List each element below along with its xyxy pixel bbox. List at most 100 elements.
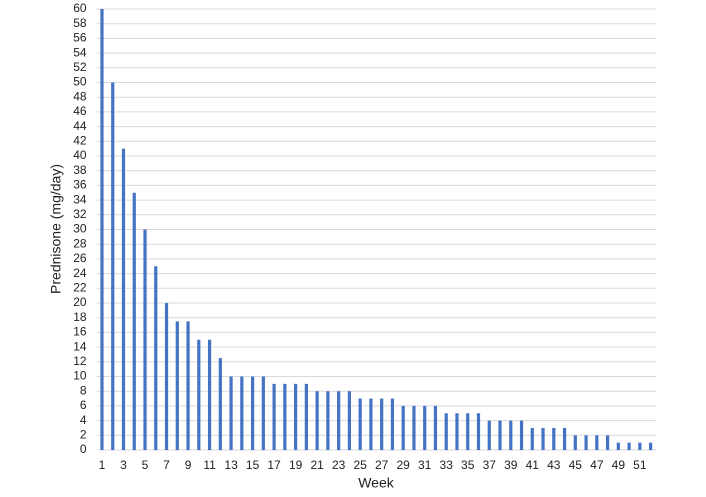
y-tick-label: 0 (80, 442, 87, 456)
y-tick-label: 54 (73, 45, 87, 59)
bar (315, 391, 319, 450)
bar (272, 383, 276, 450)
x-tick-label: 5 (142, 458, 149, 472)
bar (240, 376, 244, 450)
x-tick-label: 7 (163, 458, 170, 472)
bar (509, 420, 513, 450)
y-axis-title: Prednisone (mg/day) (48, 164, 64, 294)
y-tick-label: 2 (80, 427, 87, 441)
x-tick-label: 29 (397, 458, 411, 472)
bar (519, 420, 524, 450)
y-tick-label: 10 (73, 369, 87, 383)
bar (498, 420, 502, 450)
bar (218, 358, 222, 450)
y-tick-label: 46 (73, 104, 87, 118)
x-tick-label: 9 (185, 458, 192, 472)
bar (261, 376, 265, 450)
bar (476, 413, 481, 450)
bar (444, 413, 448, 450)
bar (401, 405, 405, 450)
x-tick-label: 21 (310, 458, 324, 472)
bar (455, 413, 459, 450)
bar (100, 9, 104, 450)
bar (132, 192, 136, 450)
x-tick-label: 43 (547, 458, 561, 472)
bar (541, 427, 545, 450)
bar (423, 405, 427, 450)
x-tick-label: 11 (203, 458, 216, 472)
bar (627, 442, 631, 450)
bar (380, 398, 384, 450)
bar (347, 391, 352, 450)
x-tick-label: 31 (418, 458, 432, 472)
bar (283, 383, 287, 450)
bar (369, 398, 373, 450)
y-tick-label: 58 (73, 16, 87, 30)
bar (337, 391, 341, 450)
x-tick-label: 25 (353, 458, 367, 472)
bar (111, 82, 115, 450)
bar (390, 398, 395, 450)
bar (605, 435, 610, 450)
x-tick-label: 41 (526, 458, 540, 472)
bar (121, 148, 126, 450)
bar (304, 383, 308, 450)
bar (143, 229, 147, 450)
y-tick-label: 42 (73, 133, 87, 147)
y-tick-label: 4 (80, 413, 87, 427)
bar (649, 442, 653, 450)
y-tick-label: 48 (73, 89, 87, 103)
y-tick-label: 52 (73, 60, 87, 74)
y-tick-label: 50 (73, 75, 87, 89)
y-tick-label: 22 (73, 280, 87, 294)
y-tick-label: 34 (73, 192, 87, 206)
bar (250, 376, 255, 450)
y-tick-label: 26 (73, 251, 87, 265)
bar (229, 376, 233, 450)
bar (433, 405, 438, 450)
y-tick-label: 60 (73, 1, 87, 15)
bar (530, 427, 534, 450)
y-tick-label: 56 (73, 31, 87, 45)
y-tick-label: 40 (73, 148, 87, 162)
x-tick-label: 1 (99, 458, 106, 472)
bar (175, 321, 179, 450)
x-tick-label: 39 (504, 458, 518, 472)
y-tick-label: 36 (73, 178, 87, 192)
bar (326, 391, 330, 450)
y-tick-label: 38 (73, 163, 87, 177)
x-tick-label: 45 (569, 458, 583, 472)
y-tick-label: 6 (80, 398, 87, 412)
y-tick-label: 12 (73, 354, 87, 368)
bar (186, 321, 190, 450)
bar (584, 435, 588, 450)
x-tick-label: 47 (590, 458, 604, 472)
bar (573, 435, 577, 450)
x-tick-label: 23 (332, 458, 346, 472)
x-tick-label: 37 (483, 458, 497, 472)
bar (487, 420, 491, 450)
y-tick-label: 24 (73, 266, 87, 280)
bar (466, 413, 470, 450)
bar (197, 339, 201, 450)
x-axis-title: Week (358, 475, 395, 491)
bar (412, 405, 416, 450)
bar (294, 383, 298, 450)
y-tick-label: 8 (80, 383, 87, 397)
y-tick-label: 20 (73, 295, 87, 309)
x-tick-label: 15 (246, 458, 260, 472)
bar (207, 339, 212, 450)
y-tick-label: 18 (73, 310, 87, 324)
x-tick-label: 19 (289, 458, 303, 472)
bar (638, 442, 642, 450)
y-tick-label: 14 (73, 339, 87, 353)
y-tick-label: 30 (73, 222, 87, 236)
bar (616, 442, 620, 450)
bar (164, 303, 169, 450)
bar (552, 427, 556, 450)
x-tick-label: 17 (267, 458, 281, 472)
x-tick-label: 13 (224, 458, 238, 472)
x-tick-label: 27 (375, 458, 389, 472)
x-tick-label: 3 (120, 458, 127, 472)
